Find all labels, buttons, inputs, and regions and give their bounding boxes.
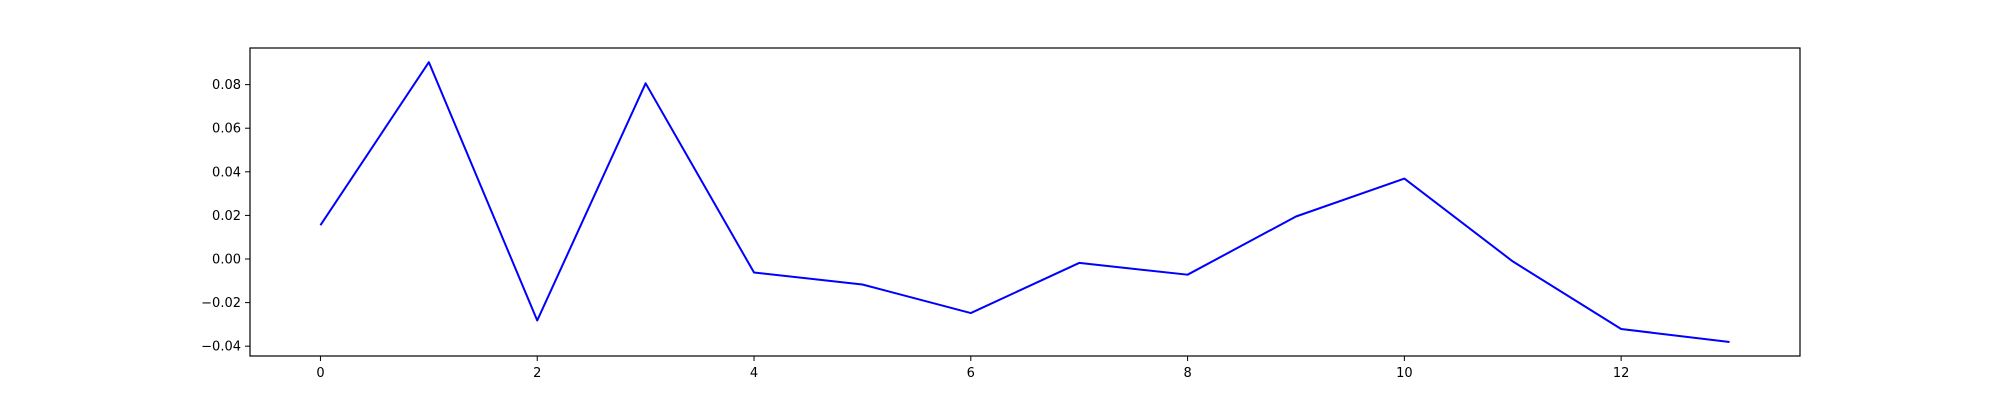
y-tick-label: 0.02 — [212, 209, 241, 224]
x-tick-label: 8 — [1183, 366, 1191, 381]
x-tick-label: 0 — [316, 366, 324, 381]
y-tick-label: 0.08 — [212, 78, 241, 93]
x-tick-label: 12 — [1613, 366, 1630, 381]
y-axis-ticks: −0.04 −0.02 0.00 0.02 0.04 0.06 0.08 — [201, 78, 250, 355]
y-tick-label: 0.04 — [212, 165, 241, 180]
x-axis-ticks: 0 2 4 6 8 10 12 — [316, 356, 1629, 381]
x-tick-label: 4 — [750, 366, 758, 381]
y-tick-label: 0.00 — [212, 253, 241, 268]
y-tick-label: −0.04 — [201, 340, 241, 355]
x-tick-label: 6 — [967, 366, 975, 381]
x-tick-label: 10 — [1396, 366, 1413, 381]
x-tick-label: 2 — [533, 366, 541, 381]
plot-frame — [249, 47, 1801, 357]
series-line — [319, 61, 1730, 344]
y-tick-label: −0.02 — [201, 296, 241, 311]
y-tick-label: 0.06 — [212, 122, 241, 137]
